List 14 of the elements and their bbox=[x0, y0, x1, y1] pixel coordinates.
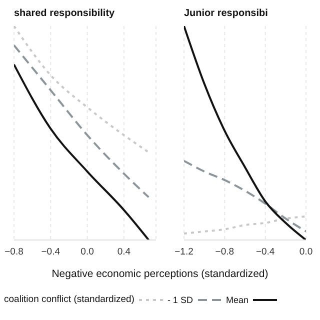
x-tick-label: −1.2 bbox=[174, 246, 194, 258]
x-tick-label: −0.8 bbox=[215, 246, 234, 258]
x-tick-label: −0.4 bbox=[41, 246, 60, 258]
legend-label: - 1 SD bbox=[167, 294, 193, 304]
x-tick-label: −0.8 bbox=[4, 246, 24, 258]
chart-title: Junior responsibi bbox=[184, 8, 268, 19]
x-axis-title: Negative economic perceptions (standardized) bbox=[50, 268, 270, 280]
x-tick-label: 0.4 bbox=[117, 246, 131, 258]
legend-label: Mean bbox=[226, 294, 248, 304]
x-tick-label: −0.4 bbox=[256, 246, 275, 258]
x-tick-label: 0.0 bbox=[299, 246, 313, 258]
legend-title: coalition conflict (standardized) bbox=[4, 294, 134, 305]
x-tick-label: 0.0 bbox=[80, 246, 94, 258]
chart-title: shared responsibility bbox=[14, 8, 115, 19]
